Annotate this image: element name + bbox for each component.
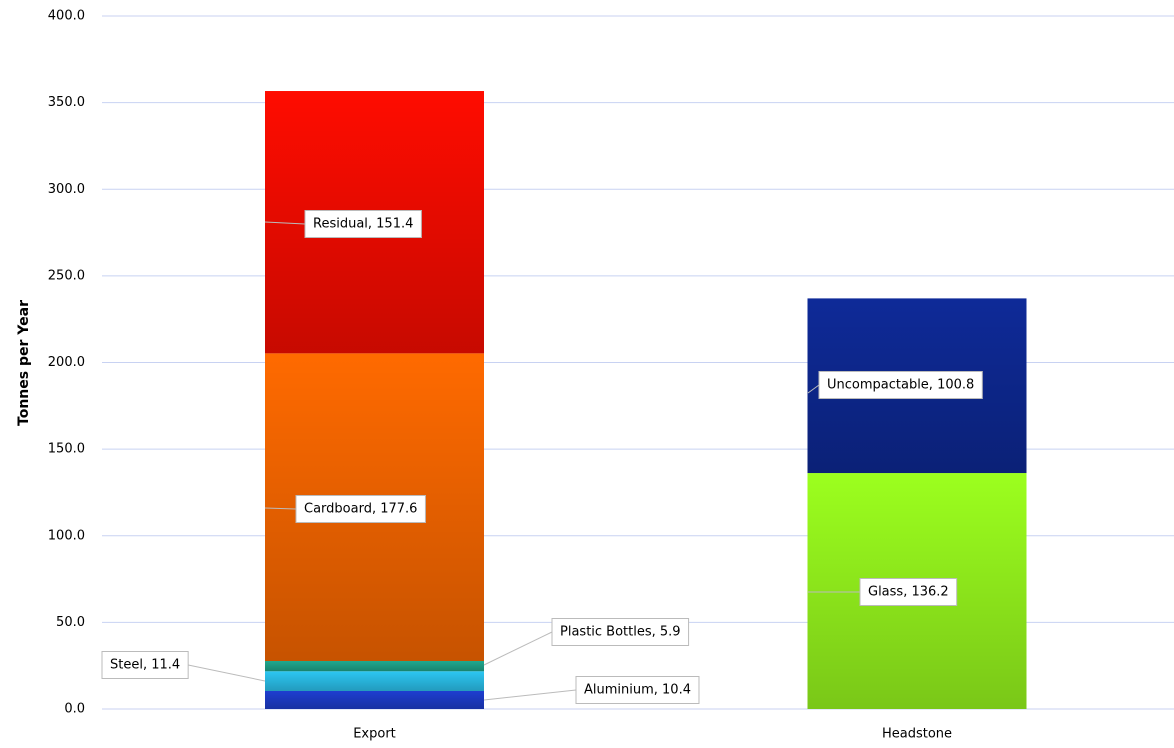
x-tick-label: Headstone (882, 727, 952, 742)
label-box (101, 651, 189, 679)
y-tick-label: 200.0 (48, 355, 85, 370)
bar-shade (265, 690, 484, 709)
y-tick-label: 350.0 (48, 95, 85, 110)
data-label: Aluminium, 10.4 (584, 683, 691, 698)
bar-shade (265, 661, 484, 672)
data-label: Cardboard, 177.6 (304, 502, 417, 517)
bar-shade (265, 671, 484, 691)
y-tick-label: 250.0 (48, 268, 85, 283)
y-tick-label: 300.0 (48, 182, 85, 197)
label-leader (264, 507, 297, 510)
label-box (304, 210, 422, 238)
y-tick-label: 50.0 (56, 615, 85, 630)
data-label: Plastic Bottles, 5.9 (560, 625, 681, 640)
label-box (859, 578, 958, 606)
label-leader (264, 221, 306, 225)
label-box (818, 371, 983, 399)
y-tick-label: 400.0 (48, 9, 85, 24)
data-label: Residual, 151.4 (313, 217, 413, 232)
data-label: Uncompactable, 100.8 (827, 378, 974, 393)
label-leader (483, 631, 553, 666)
x-tick-label: Export (353, 727, 396, 742)
y-tick-label: 100.0 (48, 528, 85, 543)
data-label: Steel, 11.4 (110, 658, 180, 673)
label-box (295, 495, 426, 523)
label-leader (188, 664, 266, 682)
label-box (551, 618, 690, 646)
y-tick-label: 0.0 (64, 702, 85, 717)
y-tick-label: 150.0 (48, 442, 85, 457)
label-leader (483, 689, 577, 701)
label-leader (807, 384, 820, 394)
data-label: Glass, 136.2 (868, 585, 949, 600)
label-box (575, 676, 700, 704)
y-axis-title: Tonnes per Year (16, 300, 32, 426)
